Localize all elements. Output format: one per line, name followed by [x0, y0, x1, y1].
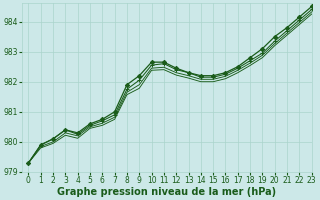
- X-axis label: Graphe pression niveau de la mer (hPa): Graphe pression niveau de la mer (hPa): [57, 187, 276, 197]
